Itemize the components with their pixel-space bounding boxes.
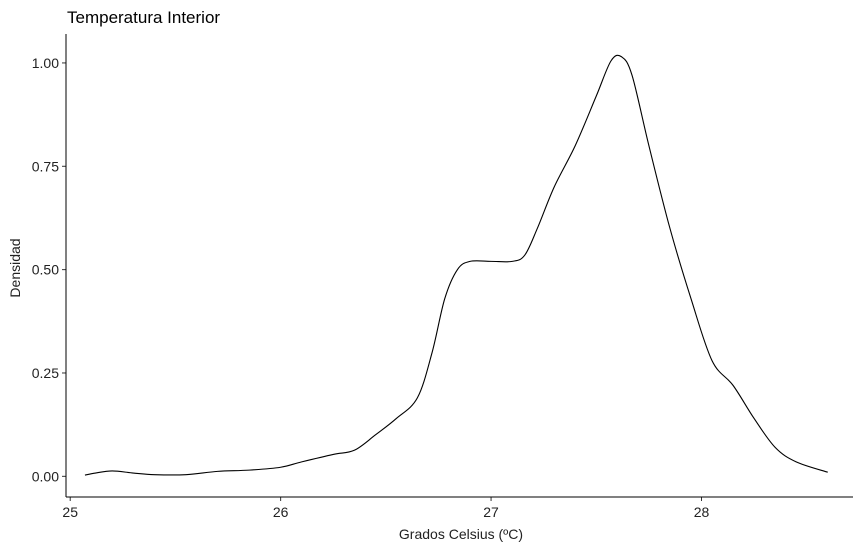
y-axis-label: Densidad [7, 238, 23, 297]
y-tick-label: 0.75 [32, 158, 59, 174]
x-tick-label: 26 [273, 504, 289, 520]
x-tick-label: 25 [62, 504, 78, 520]
y-tick-label: 0.50 [32, 262, 59, 278]
y-tick-label: 0.00 [32, 468, 59, 484]
x-tick-label: 27 [483, 504, 499, 520]
x-tick-label: 28 [694, 504, 710, 520]
chart-title: Temperatura Interior [67, 8, 220, 27]
x-axis-label: Grados Celsius (ºC) [399, 526, 523, 542]
y-axis-ticks: 0.00 0.25 0.50 0.75 1.00 [32, 55, 66, 484]
y-tick-label: 0.25 [32, 365, 59, 381]
y-tick-label: 1.00 [32, 55, 59, 71]
x-axis-ticks: 25 26 27 28 [62, 497, 709, 520]
density-curve [84, 54, 828, 476]
